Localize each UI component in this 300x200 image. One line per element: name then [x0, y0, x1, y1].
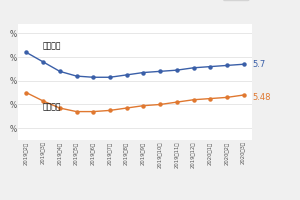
Text: 二套利率: 二套利率 — [43, 42, 62, 51]
Text: 5.7: 5.7 — [252, 60, 265, 69]
Text: 首套利率: 首套利率 — [43, 103, 62, 112]
Text: 5.48: 5.48 — [252, 93, 271, 102]
